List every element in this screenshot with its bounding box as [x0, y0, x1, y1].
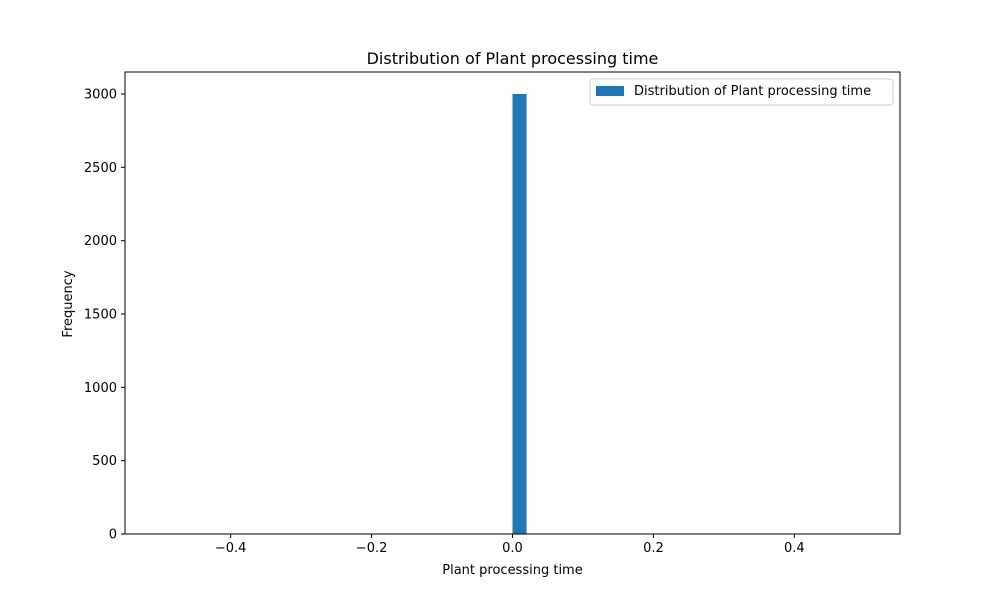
- legend: Distribution of Plant processing time: [589, 78, 894, 106]
- x-tick-label: −0.4: [215, 541, 247, 556]
- x-axis-label: Plant processing time: [442, 563, 582, 578]
- legend-box: [589, 78, 894, 106]
- histogram-bar: [512, 94, 527, 534]
- y-tick-label: 2500: [84, 161, 117, 176]
- x-tick-label: 0.2: [643, 541, 664, 556]
- x-tick-label: 0.0: [502, 541, 523, 556]
- plot-area: [512, 94, 527, 534]
- chart-title: Distribution of Plant processing time: [367, 49, 659, 68]
- y-tick-label: 500: [92, 454, 117, 469]
- legend-swatch: [596, 86, 624, 96]
- y-tick-label: 1000: [84, 381, 117, 396]
- y-tick-label: 1500: [84, 308, 117, 323]
- y-axis: 0 500 1000 1500 2000 2500 3000: [84, 88, 125, 543]
- x-axis: −0.4 −0.2 0.0 0.2 0.4: [215, 534, 805, 556]
- y-axis-label: Frequency: [61, 270, 76, 337]
- y-tick-label: 0: [109, 528, 117, 543]
- legend-label: Distribution of Plant processing time: [634, 84, 871, 99]
- y-tick-label: 2000: [84, 234, 117, 249]
- y-tick-label: 3000: [84, 88, 117, 103]
- x-tick-label: −0.2: [356, 541, 388, 556]
- x-tick-label: 0.4: [784, 541, 805, 556]
- plot-frame: [124, 71, 901, 535]
